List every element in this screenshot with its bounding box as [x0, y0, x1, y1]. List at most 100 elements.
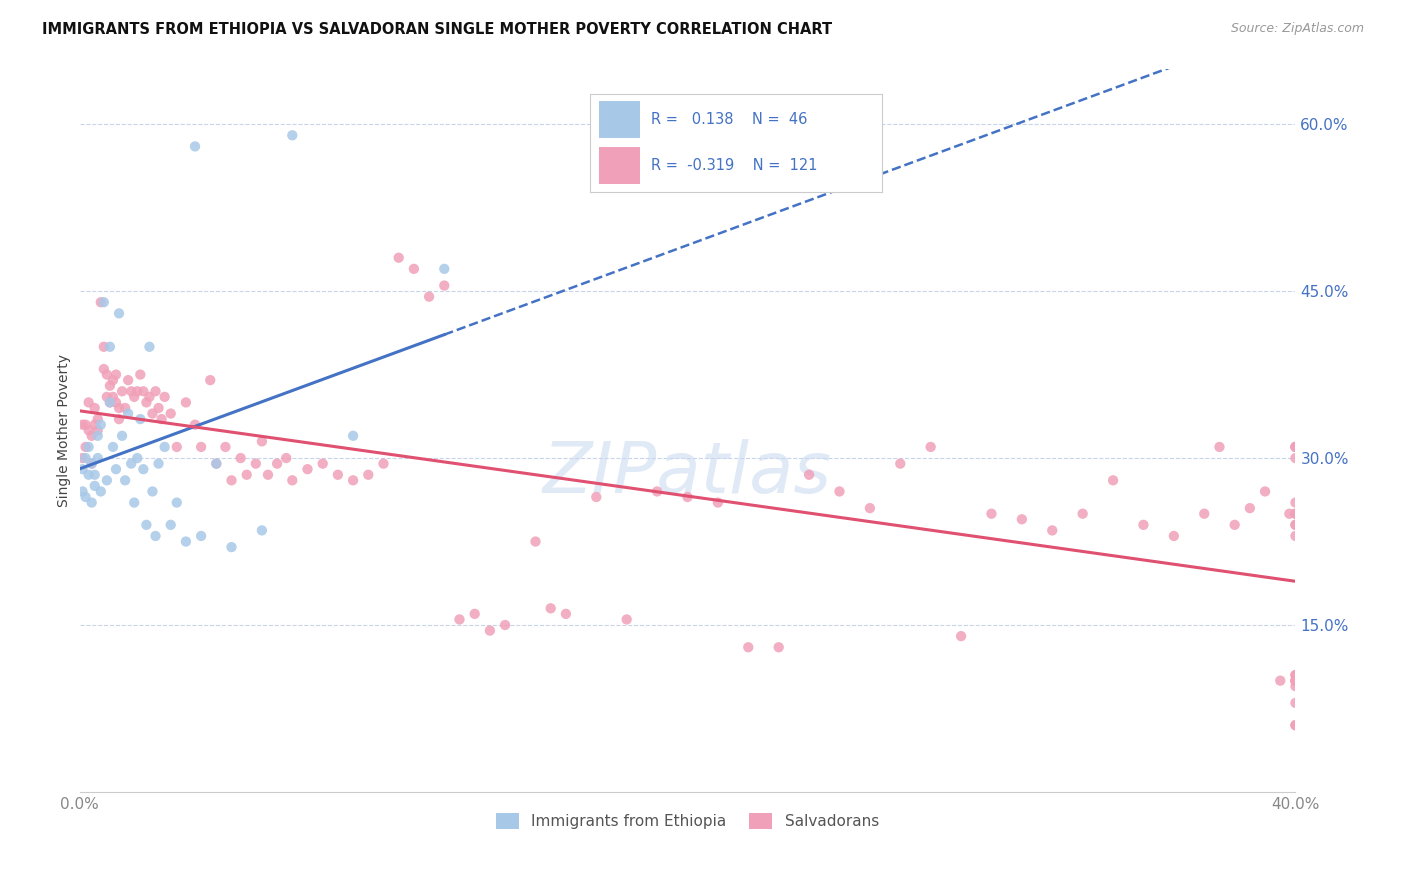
Legend: Immigrants from Ethiopia, Salvadorans: Immigrants from Ethiopia, Salvadorans	[491, 806, 884, 835]
Point	[1194, 507, 1216, 521]
Point	[135, 395, 157, 409]
Point	[1284, 673, 1306, 688]
Point	[1284, 507, 1306, 521]
Point	[1102, 473, 1125, 487]
Point	[1284, 673, 1306, 688]
Point	[108, 412, 131, 426]
Point	[72, 484, 94, 499]
Point	[101, 373, 124, 387]
Point	[1284, 673, 1306, 688]
Point	[101, 440, 124, 454]
Point	[1254, 484, 1277, 499]
Point	[585, 490, 607, 504]
Point	[1284, 517, 1306, 532]
Point	[190, 529, 212, 543]
Point	[524, 534, 547, 549]
Point	[221, 473, 243, 487]
Point	[1284, 668, 1306, 682]
Point	[166, 440, 188, 454]
Point	[108, 306, 131, 320]
Point	[1284, 440, 1306, 454]
Point	[250, 434, 273, 449]
Point	[83, 467, 105, 482]
Point	[418, 290, 440, 304]
Point	[138, 390, 160, 404]
Point	[132, 384, 155, 399]
Point	[87, 423, 110, 437]
Point	[83, 417, 105, 432]
Point	[257, 467, 280, 482]
Point	[127, 384, 149, 399]
Point	[190, 440, 212, 454]
Point	[1163, 529, 1185, 543]
Point	[153, 440, 176, 454]
Point	[1284, 668, 1306, 682]
Point	[108, 401, 131, 415]
Point	[494, 618, 516, 632]
Point	[276, 451, 298, 466]
Point	[200, 373, 222, 387]
Point	[1278, 507, 1301, 521]
Point	[96, 390, 118, 404]
Point	[77, 440, 100, 454]
Point	[75, 451, 97, 466]
Point	[159, 517, 181, 532]
Point	[77, 423, 100, 437]
Point	[148, 401, 170, 415]
Point	[122, 495, 145, 509]
Point	[950, 629, 973, 643]
Point	[104, 462, 127, 476]
Point	[77, 467, 100, 482]
Point	[98, 395, 121, 409]
Point	[402, 261, 425, 276]
Point	[93, 340, 115, 354]
Point	[1284, 440, 1306, 454]
Point	[114, 401, 136, 415]
Point	[145, 384, 167, 399]
Point	[111, 384, 134, 399]
Point	[235, 467, 257, 482]
Point	[1239, 501, 1261, 516]
Point	[87, 429, 110, 443]
Point	[184, 417, 207, 432]
Point	[72, 417, 94, 432]
Point	[96, 473, 118, 487]
Point	[104, 395, 127, 409]
Point	[75, 417, 97, 432]
Point	[229, 451, 252, 466]
Point	[90, 417, 112, 432]
Point	[250, 524, 273, 538]
Point	[111, 429, 134, 443]
Point	[464, 607, 486, 621]
Point	[101, 390, 124, 404]
Point	[132, 462, 155, 476]
Point	[281, 128, 304, 143]
Point	[266, 457, 288, 471]
Point	[980, 507, 1002, 521]
Point	[83, 401, 105, 415]
Point	[77, 395, 100, 409]
Point	[1011, 512, 1033, 526]
Point	[87, 412, 110, 426]
Point	[138, 340, 160, 354]
Point	[768, 640, 790, 655]
Point	[117, 407, 139, 421]
Point	[150, 412, 173, 426]
Point	[297, 462, 319, 476]
Point	[174, 534, 197, 549]
Point	[166, 495, 188, 509]
Point	[859, 501, 882, 516]
Point	[127, 451, 149, 466]
Point	[117, 373, 139, 387]
Point	[1284, 718, 1306, 732]
Point	[141, 407, 163, 421]
Text: ZIPatlas: ZIPatlas	[543, 439, 832, 508]
Point	[159, 407, 181, 421]
Point	[1071, 507, 1094, 521]
Point	[93, 362, 115, 376]
Point	[148, 457, 170, 471]
Point	[281, 473, 304, 487]
Point	[120, 384, 142, 399]
Point	[1270, 673, 1292, 688]
Point	[357, 467, 380, 482]
